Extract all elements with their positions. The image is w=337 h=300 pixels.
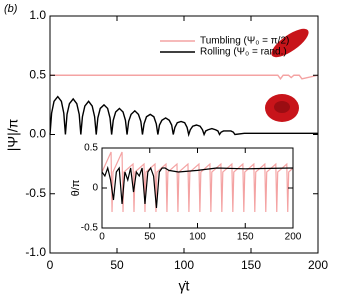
- inset-background: [102, 148, 293, 228]
- legend-label: Rolling (Ψ₀ = rand.): [200, 47, 287, 58]
- y-tick-label: -0.5: [25, 186, 46, 200]
- inset-y-label: θ/π: [70, 179, 82, 196]
- x-tick-label: 100: [174, 258, 194, 272]
- legend-label: Tumbling (Ψ₀ = π/2): [200, 36, 289, 47]
- y-tick-label: 1.0: [29, 8, 46, 22]
- y-tick-label: -1.0: [25, 245, 46, 259]
- y-tick-label: 0.0: [29, 127, 46, 141]
- y-tick-label: 0.5: [29, 67, 46, 81]
- series-line: [50, 74, 319, 80]
- y-tick-label: -0.5: [81, 223, 99, 234]
- x-tick-label: 50: [110, 258, 124, 272]
- x-axis-label: γ̇t: [179, 278, 190, 294]
- series-line: [101, 165, 294, 209]
- rbc-icon: [271, 28, 309, 58]
- panel-label: (b): [4, 3, 18, 15]
- x-tick-label: 100: [189, 232, 206, 243]
- x-tick-label: 150: [241, 258, 261, 272]
- x-tick-label: 50: [144, 232, 156, 243]
- rbc-icon-center: [274, 101, 290, 113]
- x-tick-label: 0: [99, 232, 105, 243]
- x-tick-label: 200: [285, 232, 302, 243]
- series-line: [49, 95, 318, 138]
- x-tick-label: 200: [308, 258, 328, 272]
- x-tick-label: 150: [237, 232, 254, 243]
- x-tick-label: 0: [47, 258, 54, 272]
- y-tick-label: 0.5: [84, 143, 98, 154]
- y-axis-label: |Ψ|/π: [5, 118, 21, 151]
- y-tick-label: 0: [92, 183, 98, 194]
